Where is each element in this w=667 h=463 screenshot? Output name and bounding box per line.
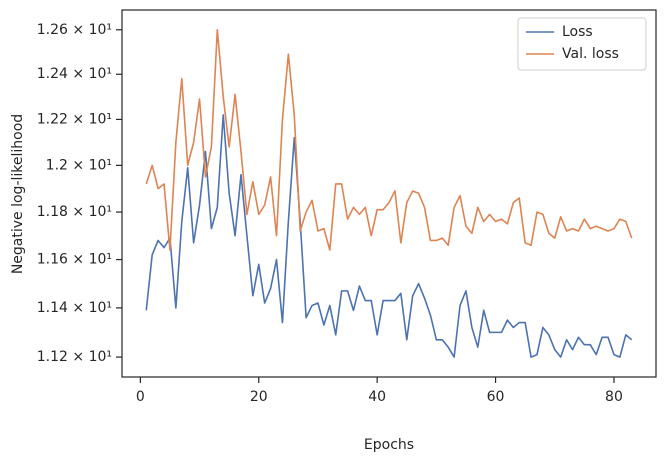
x-tick-label: 60 xyxy=(487,389,505,405)
x-tick-label: 80 xyxy=(605,389,623,405)
x-axis-label: Epochs xyxy=(364,437,414,453)
y-tick-label: 1.22 × 10¹ xyxy=(37,111,112,127)
x-tick-label: 0 xyxy=(136,389,145,405)
y-tick-label: 1.14 × 10¹ xyxy=(37,300,112,316)
legend-label: Loss xyxy=(562,24,593,40)
y-axis-label: Negative log-likelihood xyxy=(10,114,26,274)
y-tick-label: 1.18 × 10¹ xyxy=(37,204,112,220)
y-tick-label: 1.24 × 10¹ xyxy=(37,66,112,82)
legend: Loss Val. loss xyxy=(517,17,647,71)
legend-box xyxy=(517,17,647,71)
y-tick-label: 1.16 × 10¹ xyxy=(37,252,112,268)
plot-frame xyxy=(121,9,657,378)
y-tick-label: 1.26 × 10¹ xyxy=(37,22,112,38)
x-tick-label: 40 xyxy=(368,389,386,405)
x-tick-label: 20 xyxy=(250,389,268,405)
data-line xyxy=(145,28,633,251)
data-line xyxy=(145,114,633,358)
y-tick-label: 1.2 × 10¹ xyxy=(46,157,112,173)
legend-label: Val. loss xyxy=(562,46,619,62)
y-tick-label: 1.12 × 10¹ xyxy=(37,349,112,365)
